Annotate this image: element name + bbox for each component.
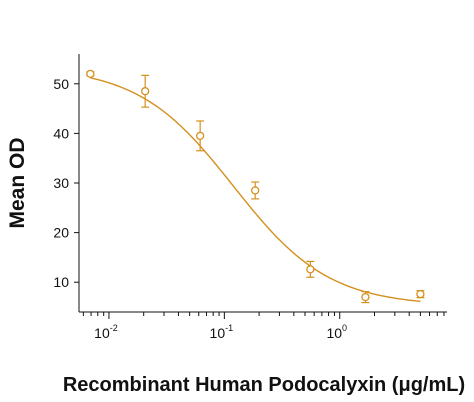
x-tick-label: 100 (326, 323, 347, 341)
point-marker (306, 265, 315, 274)
x-tick-base: 10 (94, 325, 110, 341)
data-point (361, 291, 370, 304)
point-marker (196, 131, 205, 141)
data-point (141, 74, 150, 108)
data-point (306, 260, 315, 278)
data-point (86, 69, 95, 78)
x-tick-exponent: -2 (110, 323, 118, 333)
x-tick-label: 10-2 (94, 323, 118, 341)
point-marker (141, 87, 150, 96)
data-points (86, 69, 425, 304)
y-tick-label: 30 (53, 175, 69, 191)
point-marker (416, 289, 425, 299)
data-point (251, 181, 260, 200)
x-axis-title: Recombinant Human Podocalyxin (μg/mL) (63, 374, 465, 396)
y-tick-label: 50 (53, 76, 69, 92)
x-ticks: 10-2 10-1 100 (82, 312, 445, 341)
x-tick-exponent: -1 (225, 323, 233, 333)
x-tick-exponent: 0 (342, 323, 347, 333)
y-tick-label: 10 (53, 274, 69, 290)
x-tick-base: 10 (210, 325, 226, 341)
data-point (416, 289, 425, 299)
y-tick-label: 20 (53, 225, 69, 241)
point-marker (86, 69, 95, 78)
x-tick-label: 10-1 (210, 323, 234, 341)
data-point (196, 120, 205, 152)
y-ticks: 10 20 30 40 50 (53, 76, 79, 290)
y-axis-title: Mean OD (6, 137, 29, 228)
y-tick-label: 40 (53, 125, 69, 141)
x-tick-base: 10 (326, 325, 342, 341)
point-marker (251, 186, 260, 195)
point-marker (361, 292, 370, 302)
